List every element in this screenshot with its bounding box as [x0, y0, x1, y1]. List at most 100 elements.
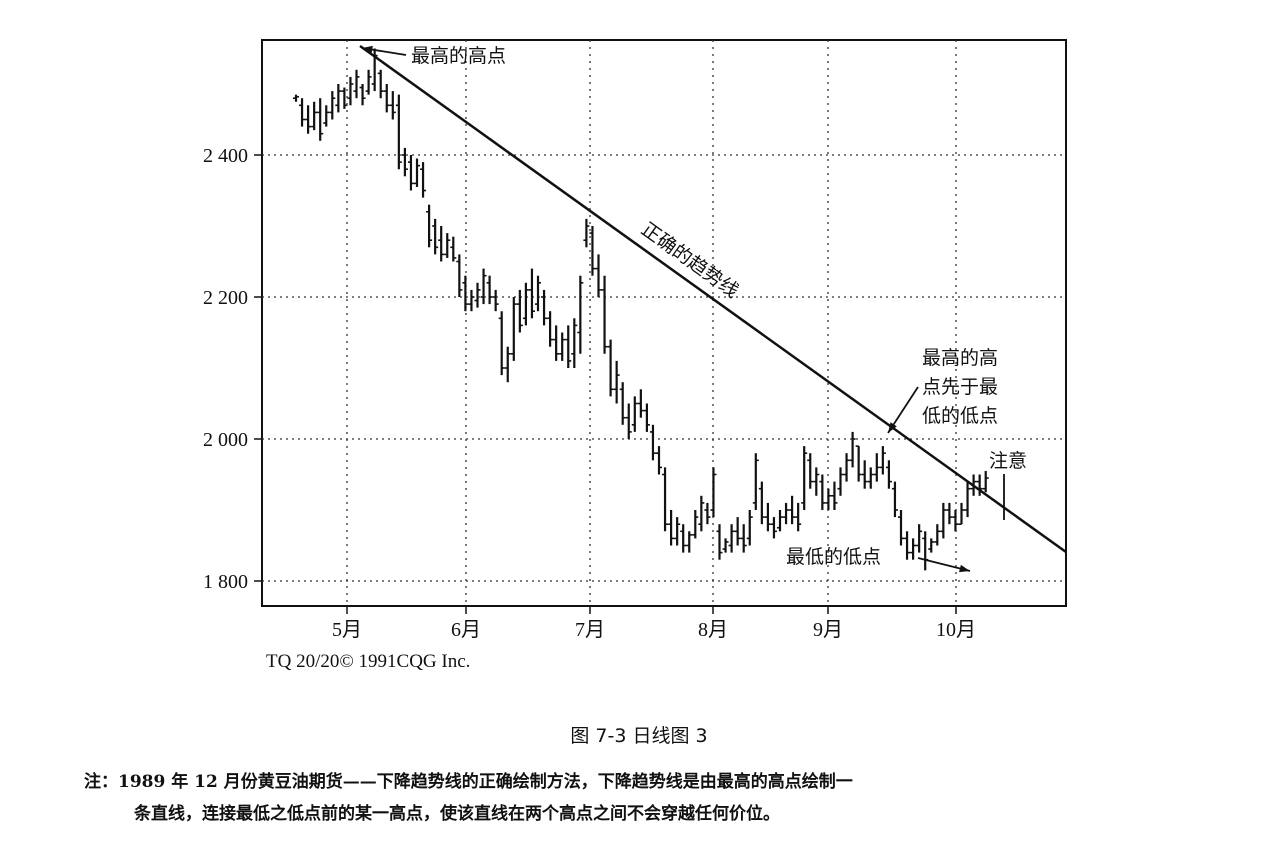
price-bar	[710, 467, 717, 518]
price-bar	[976, 474, 983, 496]
arrow-highest-high-head	[362, 45, 373, 54]
price-bar	[722, 538, 729, 553]
price-bar	[849, 431, 856, 468]
plot-frame	[261, 39, 1067, 607]
price-bar	[450, 236, 457, 262]
price-bar	[631, 396, 638, 432]
price-bar	[783, 502, 790, 525]
price-bar	[879, 446, 886, 475]
price-bar	[643, 403, 650, 432]
price-bar	[940, 502, 947, 539]
price-bar	[299, 98, 306, 127]
price-bar	[407, 155, 414, 191]
price-bar	[498, 311, 505, 376]
price-bar	[323, 105, 330, 127]
note-line-1: 注：1989 年 12 月份黄豆油期货——下降趋势线的正确绘制方法，下降趋势线是…	[84, 772, 853, 792]
price-bar	[317, 98, 324, 141]
price-bar	[922, 531, 929, 571]
price-bar	[365, 69, 372, 95]
price-bar	[837, 467, 844, 496]
price-bar	[613, 360, 620, 404]
price-bar	[656, 446, 662, 475]
price-bar	[619, 382, 626, 425]
price-bar	[528, 268, 535, 319]
price-bar	[305, 105, 312, 134]
price-bar	[432, 218, 439, 255]
y-tick-label: 2 400	[203, 145, 248, 167]
price-bar	[444, 233, 451, 258]
price-bar	[438, 226, 445, 262]
price-bar	[353, 69, 360, 99]
trend-line-label: 正确的趋势线	[637, 218, 742, 302]
annotation-high-before-low-line: 低的低点	[922, 405, 998, 427]
annotation-lowest-low: 最低的低点	[786, 546, 881, 568]
price-chart: 2 400 2 200 2 000 1 800 5月 6月 7月 8月 9月 10月 正确的趋势…	[203, 39, 1067, 641]
price-bar	[516, 289, 523, 333]
price-bar	[770, 517, 777, 539]
price-bar	[468, 289, 475, 312]
price-bar	[885, 460, 892, 489]
annotation-notice: 注意	[989, 450, 1027, 472]
price-bar	[486, 275, 493, 305]
price-bar	[293, 94, 299, 102]
price-bar	[813, 467, 820, 496]
price-bar	[595, 254, 602, 297]
price-bar	[692, 510, 699, 539]
price-bar	[559, 332, 566, 361]
price-bar	[698, 495, 705, 532]
figure-title: 图 7-3 日线图 3	[570, 725, 708, 747]
price-bar	[831, 481, 838, 510]
price-bar	[462, 275, 469, 312]
price-bar	[728, 524, 735, 553]
price-bar	[553, 325, 560, 361]
price-bar	[607, 339, 614, 397]
price-bar	[704, 502, 711, 525]
grid	[262, 40, 1066, 606]
x-tick-label: 10月	[936, 619, 976, 641]
price-bar	[456, 254, 463, 297]
price-bar	[686, 531, 693, 553]
price-bar	[964, 481, 971, 518]
price-bar	[535, 275, 541, 312]
x-tick-label: 7月	[575, 619, 605, 641]
price-bar	[377, 69, 384, 99]
price-bar	[474, 282, 481, 308]
price-bar	[426, 204, 433, 248]
price-bar	[734, 517, 741, 546]
price-bar	[910, 538, 917, 560]
price-bar	[680, 524, 687, 553]
price-bar	[311, 101, 318, 131]
price-bar	[547, 311, 554, 347]
price-bars	[293, 48, 989, 571]
price-bar	[589, 226, 596, 276]
price-bar	[958, 502, 965, 526]
price-bar	[625, 403, 632, 439]
price-bar	[668, 510, 675, 546]
price-bar	[510, 297, 517, 361]
y-tick-label: 1 800	[203, 571, 248, 593]
price-bar	[395, 94, 402, 170]
price-bar	[504, 346, 511, 383]
price-bar	[577, 275, 584, 354]
x-tick-label: 9月	[813, 619, 843, 641]
note-line-2: 条直线，连接最低之低点前的某一高点，使该直线在两个高点之间不会穿越任何价位。	[134, 804, 780, 824]
chart-credit: TQ 20/20© 1991CQG Inc.	[266, 651, 471, 672]
x-tick-label: 8月	[698, 619, 728, 641]
x-tick-label: 6月	[451, 619, 481, 641]
price-bar	[383, 84, 390, 113]
y-axis: 2 400 2 200 2 000 1 800	[203, 145, 262, 593]
price-bar	[934, 524, 941, 546]
arrow-high-before-low-head	[888, 422, 897, 433]
price-bar	[480, 268, 487, 305]
price-bar	[716, 524, 723, 560]
price-bar	[541, 289, 548, 326]
annotation-high-before-low-line: 最高的高	[922, 347, 998, 369]
price-bar	[758, 481, 765, 525]
price-bar	[752, 453, 759, 510]
x-axis: 5月 6月 7月 8月 9月 10月	[332, 606, 976, 641]
price-bar	[335, 84, 342, 113]
price-bar	[801, 446, 808, 510]
x-tick-label: 5月	[332, 619, 362, 641]
price-bar	[952, 510, 959, 532]
